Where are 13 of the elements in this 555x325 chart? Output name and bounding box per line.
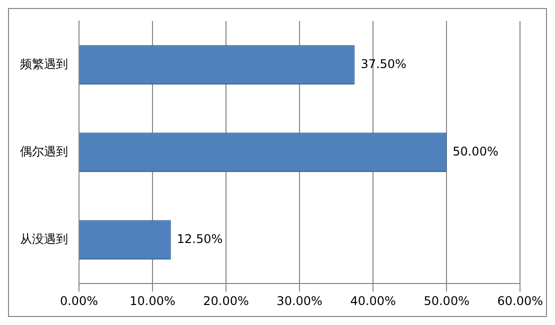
data-label: 12.50% [176,232,223,246]
x-tick-label: 40.00% [350,294,396,308]
x-tick-label: 20.00% [203,294,249,308]
x-tick-label: 60.00% [497,294,544,308]
y-tick-label: 偶尔遇到 [20,144,68,158]
y-tick-label: 频繁遇到 [20,56,68,71]
x-tick-label: 10.00% [130,294,176,308]
x-tick-label: 0.00% [60,294,98,308]
y-tick-label: 从没遇到 [20,232,68,246]
x-tick-label: 30.00% [276,294,322,308]
x-tick-label: 50.00% [424,294,470,308]
data-label: 50.00% [452,144,498,158]
data-label: 37.50% [360,56,406,71]
